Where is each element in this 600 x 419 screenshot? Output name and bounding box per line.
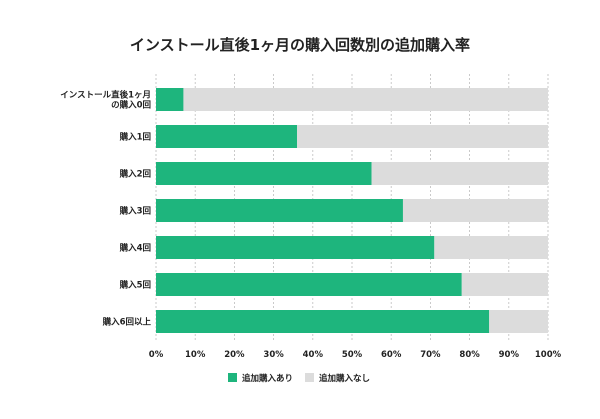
x-tick-label: 100% <box>535 350 562 360</box>
legend-swatch <box>305 373 314 382</box>
category-labels: インストール直後1ヶ月の購入0回購入1回購入2回購入3回購入4回購入5回購入6回… <box>60 90 151 328</box>
legend-label: 追加購入なし <box>319 373 370 384</box>
bar-segment-no-purchase <box>489 310 548 333</box>
category-label: 購入4回 <box>119 243 151 254</box>
bar-segment-no-purchase <box>434 236 548 259</box>
chart-title: インストール直後1ヶ月の購入回数別の追加購入率 <box>130 36 470 54</box>
x-tick-label: 10% <box>185 350 206 360</box>
bar-segment-no-purchase <box>297 125 548 148</box>
category-label: 購入1回 <box>119 132 151 143</box>
x-tick-label: 0% <box>149 350 164 360</box>
x-tick-label: 40% <box>303 350 324 360</box>
x-tick-label: 70% <box>420 350 441 360</box>
category-label: 購入5回 <box>119 280 151 291</box>
bar-segment-purchase <box>156 125 298 148</box>
x-tick-label: 30% <box>263 350 284 360</box>
x-axis-ticks: 0% 10% 20% 30% 40% 50% 60% 70% 80% 90% 100% <box>149 350 562 360</box>
bar-segment-no-purchase <box>402 199 548 222</box>
bar-segment-purchase <box>156 310 490 333</box>
bar-segment-purchase <box>156 199 403 222</box>
bar-segment-purchase <box>156 88 184 111</box>
x-tick-label: 80% <box>459 350 480 360</box>
bar-segment-no-purchase <box>183 88 548 111</box>
x-tick-label: 60% <box>381 350 402 360</box>
bar-segment-purchase <box>156 273 462 296</box>
legend: 追加購入あり 追加購入なし <box>228 373 370 384</box>
category-label: 購入2回 <box>119 169 151 180</box>
x-tick-label: 50% <box>342 350 363 360</box>
x-tick-label: 90% <box>499 350 520 360</box>
legend-swatch <box>228 373 237 382</box>
category-label: 購入6回以上 <box>102 317 152 328</box>
bar-segment-purchase <box>156 162 372 185</box>
bars <box>156 88 548 333</box>
category-label: の購入0回 <box>111 100 151 111</box>
bar-segment-no-purchase <box>461 273 548 296</box>
bar-segment-no-purchase <box>371 162 548 185</box>
legend-label: 追加購入あり <box>242 373 293 384</box>
bar-segment-purchase <box>156 236 435 259</box>
category-label: 購入3回 <box>119 206 151 217</box>
x-tick-label: 20% <box>224 350 245 360</box>
category-label: インストール直後1ヶ月 <box>60 90 151 101</box>
